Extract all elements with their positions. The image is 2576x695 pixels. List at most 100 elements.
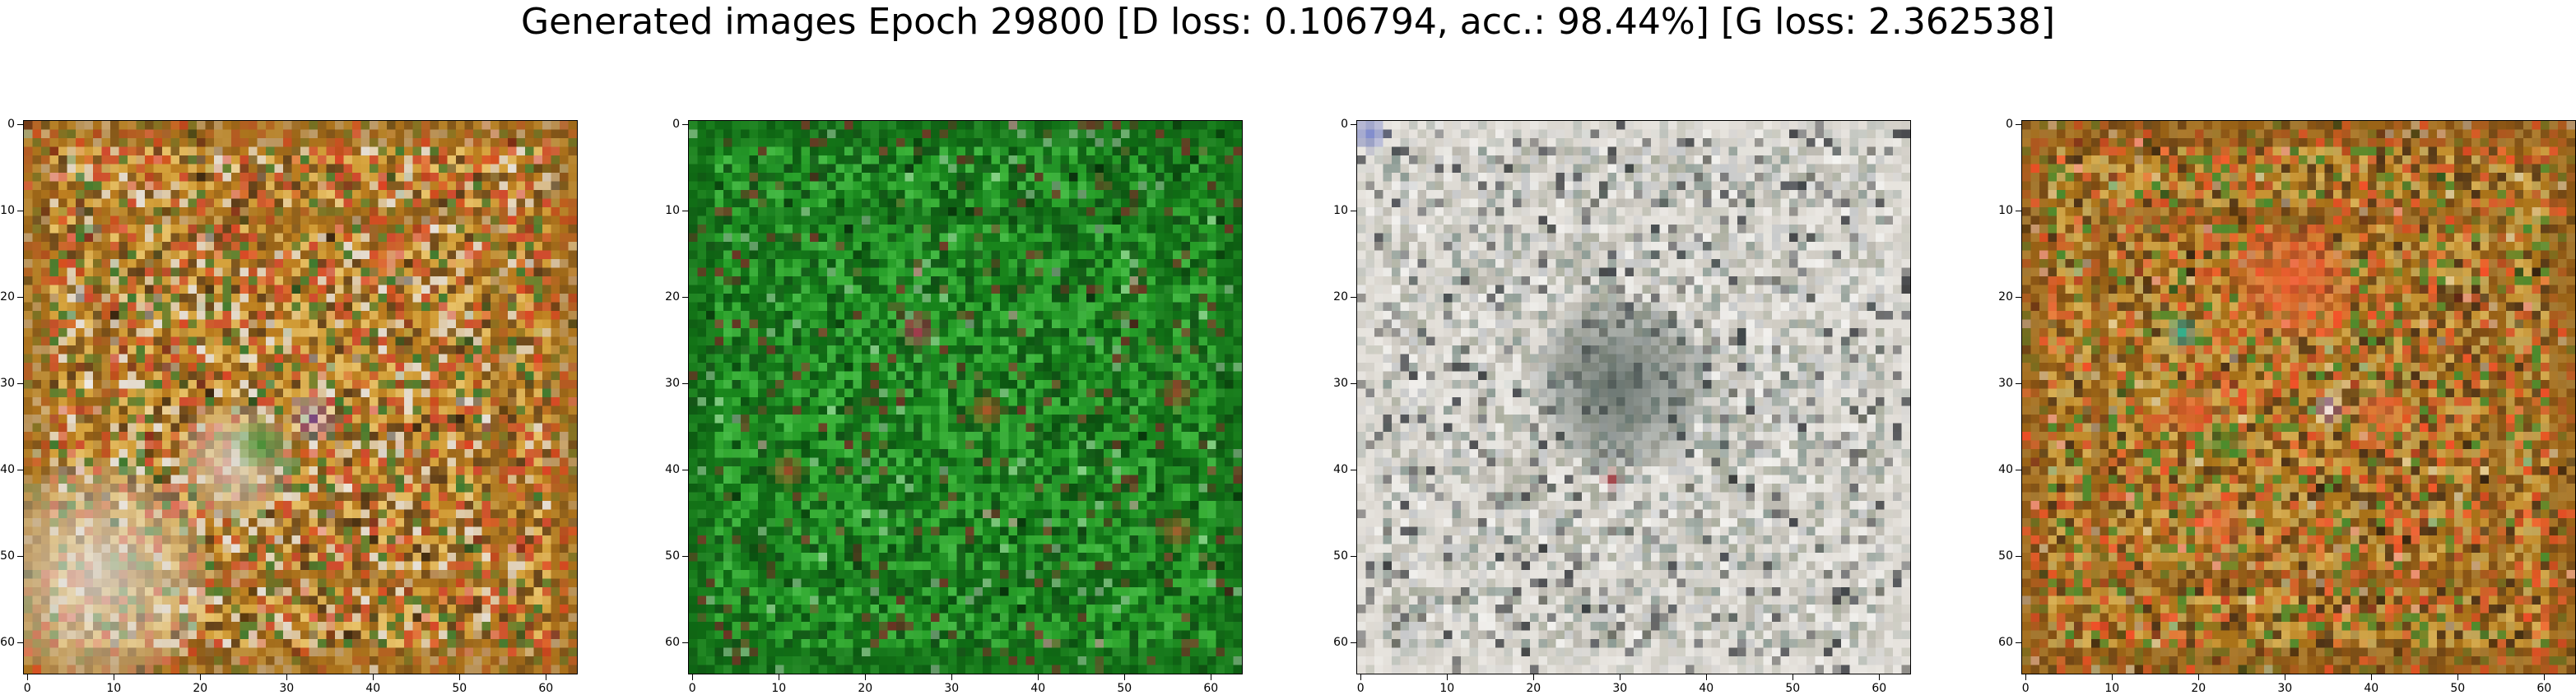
image-pixel [551,155,560,164]
image-pixel [309,138,318,147]
image-pixel [473,311,482,320]
image-pixel [1000,190,1009,199]
image-pixel [473,181,482,190]
image-pixel [499,492,508,501]
image-pixel [249,587,258,596]
image-pixel [430,518,439,527]
image-pixel [249,207,258,216]
image-pixel [179,138,188,147]
image-pixel [499,526,508,535]
image-pixel [499,207,508,216]
image-pixel [1155,146,1165,155]
image-pixel [93,587,102,596]
image-pixel [300,336,309,345]
image-pixel [1198,155,1207,164]
image-pixel [1008,164,1017,173]
image-pixel [67,423,76,432]
image-pixel [508,587,517,596]
image-pixel [145,215,154,225]
image-pixel [404,544,413,553]
image-pixel [249,440,258,449]
image-pixel [266,311,275,320]
image-pixel [481,173,491,182]
image-pixel [335,215,344,225]
image-pixel [179,501,188,510]
image-pixel [32,138,41,147]
image-pixel [749,190,758,199]
image-pixel [343,535,352,544]
image-pixel [412,181,421,190]
image-pixel [421,328,430,337]
image-pixel [84,388,93,397]
image-pixel [145,440,154,449]
image-pixel [560,449,569,458]
image-pixel [335,164,344,173]
image-pixel [360,440,370,449]
image-pixel [741,129,750,138]
image-pixel [1198,207,1207,216]
image-pixel [49,647,58,656]
image-pixel [706,155,715,164]
image-pixel [283,553,292,562]
image-pixel [249,276,258,285]
image-pixel [291,371,300,380]
image-pixel [300,354,309,363]
image-pixel [145,457,154,466]
image-pixel [283,397,292,406]
image-pixel [456,336,465,345]
image-pixel [412,466,421,475]
image-pixel [249,475,258,484]
image-pixel [974,173,983,182]
image-pixel [128,207,137,216]
image-pixel [318,647,327,656]
image-pixel [24,605,33,614]
image-pixel [214,449,223,458]
image-pixel [395,423,404,432]
image-pixel [300,405,309,415]
image-pixel [197,250,206,259]
image-pixel [326,138,335,147]
image-pixel [84,415,93,424]
image-pixel [266,207,275,216]
image-pixel [24,388,33,397]
image-pixel [525,432,534,441]
image-pixel [421,405,430,415]
image-pixel [283,250,292,259]
image-pixel [412,354,421,363]
image-pixel [76,207,85,216]
image-pixel [481,138,491,147]
image-pixel [205,388,214,397]
image-pixel [283,380,292,389]
image-pixel [32,242,41,251]
image-pixel [542,570,551,579]
image-pixel [542,164,551,173]
image-pixel [1104,190,1113,199]
image-pixel [205,405,214,415]
image-pixel [283,336,292,345]
image-pixel [145,630,154,639]
image-pixel [318,311,327,320]
image-pixel [1225,164,1234,173]
image-pixel [188,587,197,596]
image-pixel [162,121,171,130]
image-pixel [266,570,275,579]
image-pixel [1008,207,1017,216]
image-pixel [101,138,110,147]
image-pixel [145,363,154,372]
image-pixel [447,285,456,294]
image-pixel [128,233,137,242]
image-pixel [110,544,119,553]
image-pixel [170,613,179,622]
image-pixel [188,345,197,354]
image-pixel [525,535,534,544]
image-pixel [370,380,379,389]
image-pixel [309,259,318,268]
image-pixel [249,518,258,527]
image-pixel [266,259,275,268]
image-pixel [110,259,119,268]
image-pixel [343,285,352,294]
image-pixel [430,354,439,363]
image-pixel [291,388,300,397]
image-pixel [810,233,819,242]
image-pixel [568,336,577,345]
